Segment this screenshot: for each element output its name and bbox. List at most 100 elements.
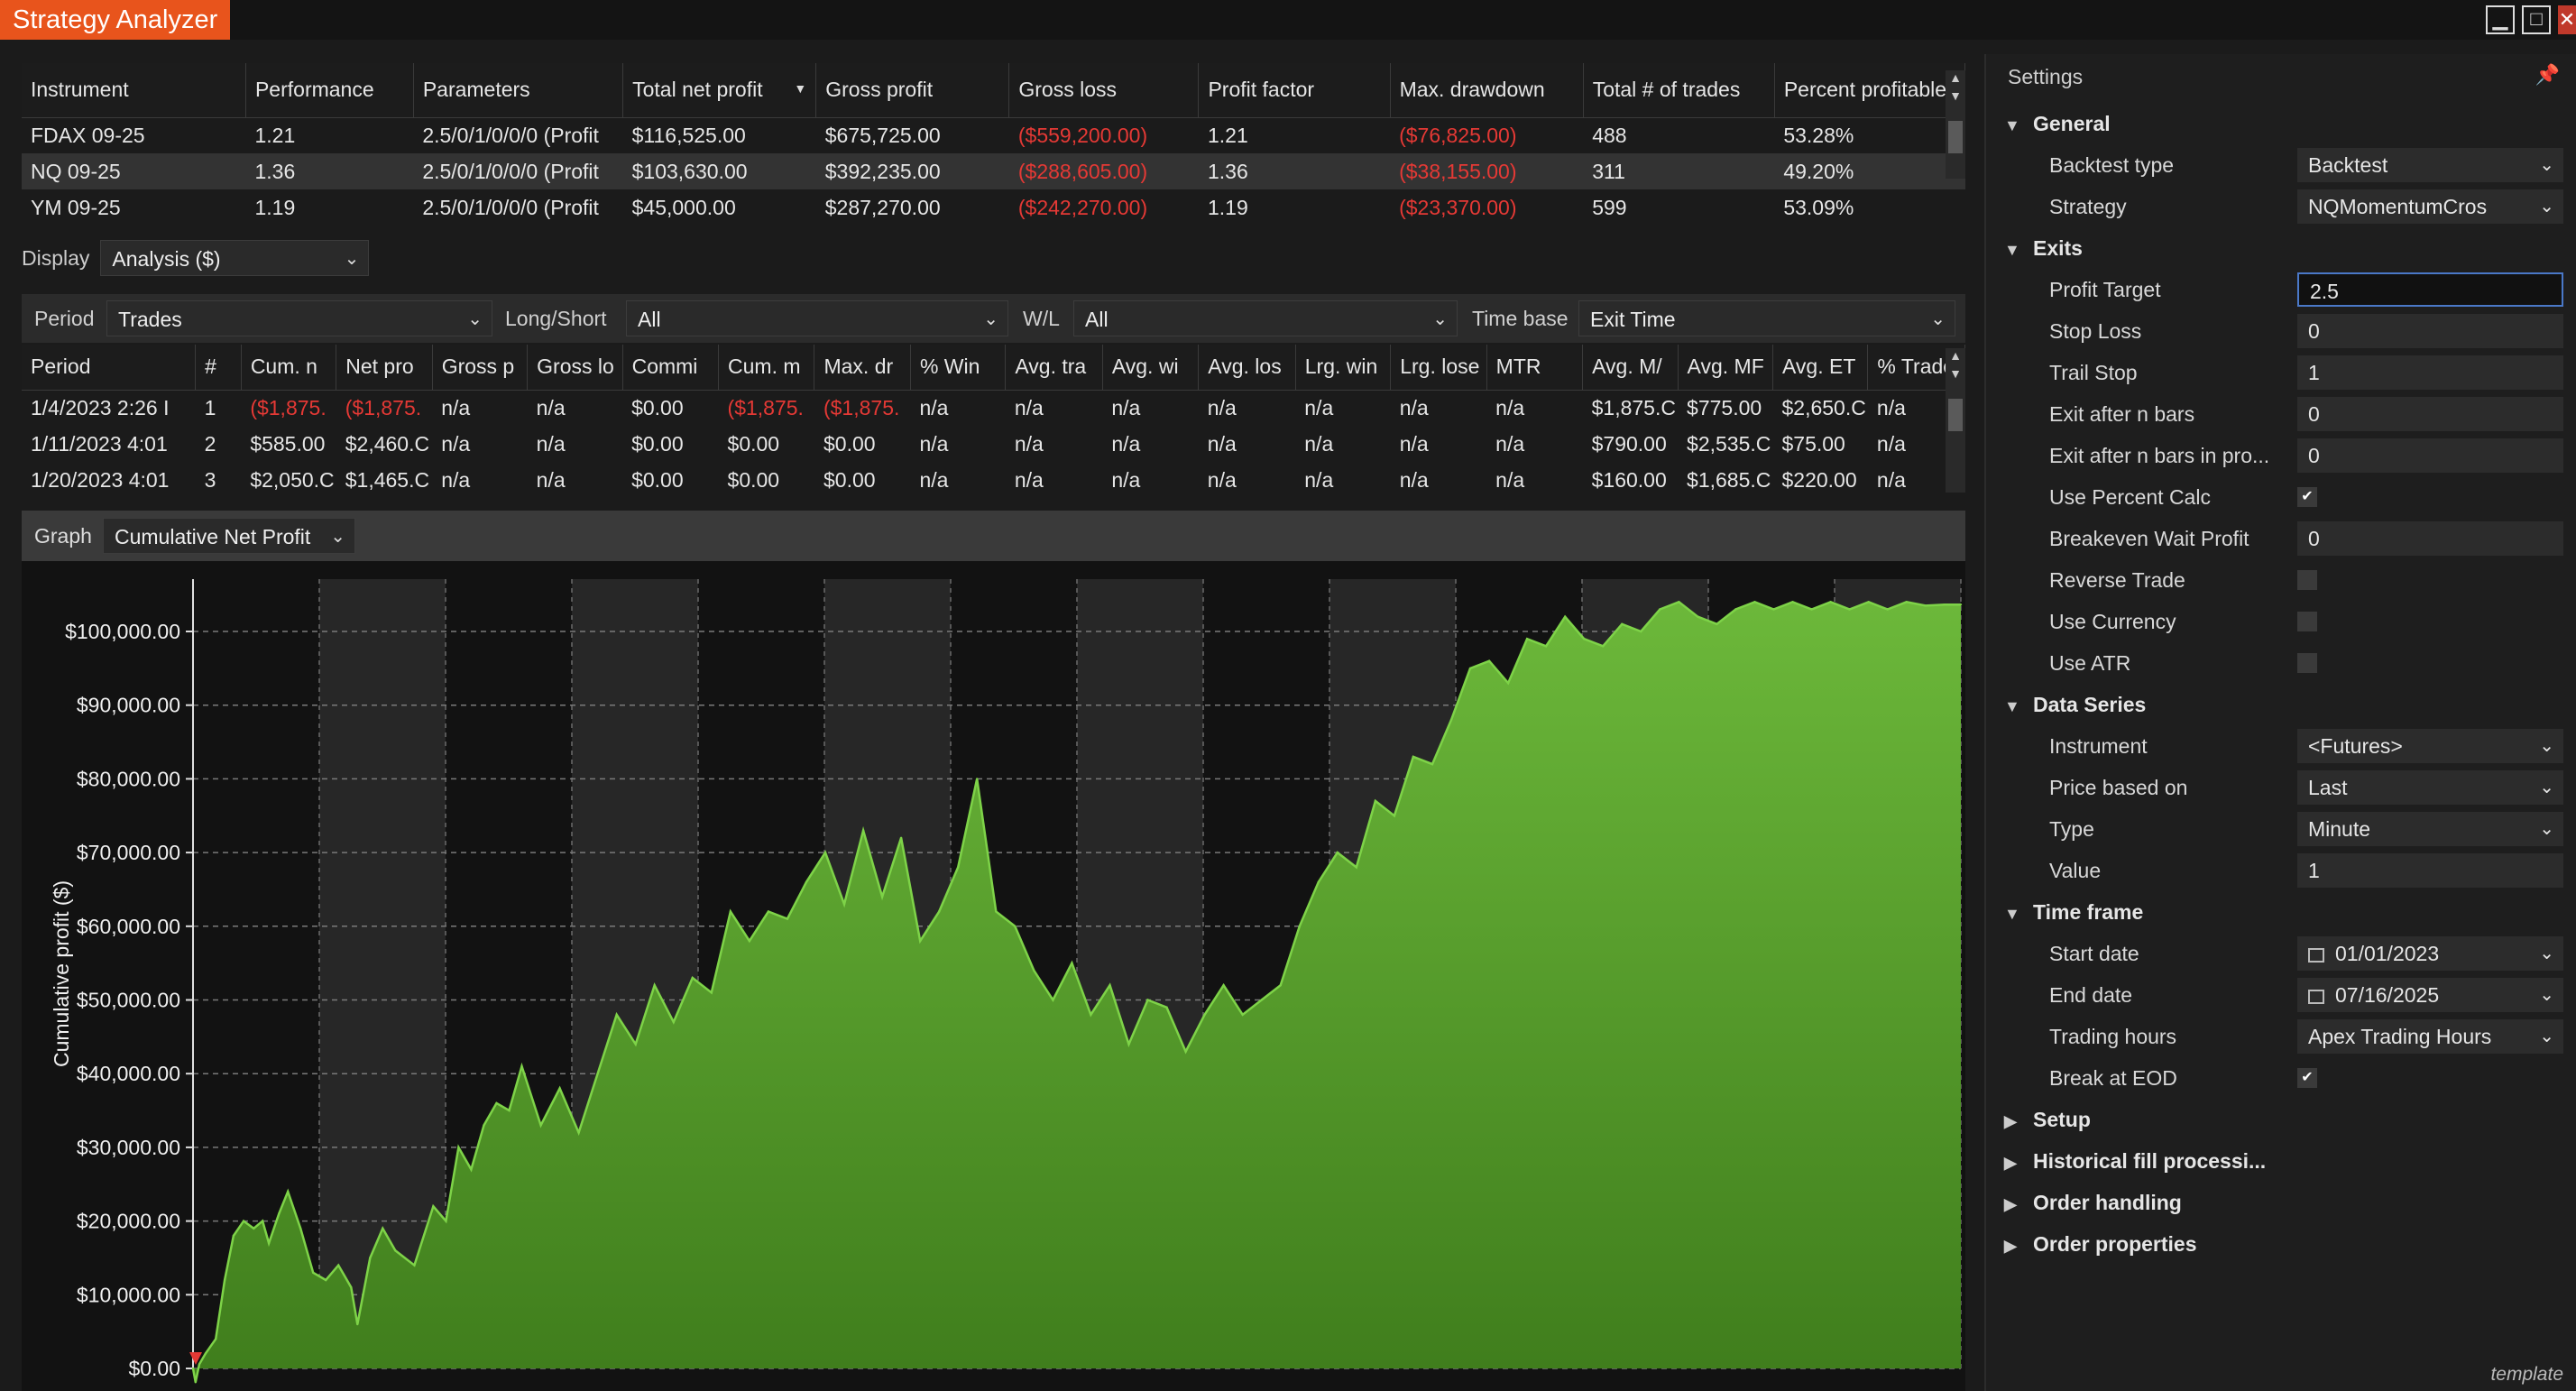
column-header-gross-profit[interactable]: Gross profit	[815, 63, 1010, 118]
close-icon[interactable]: ✕	[2558, 5, 2576, 34]
collapsed-triangle-icon[interactable]: ▶	[2004, 1237, 2017, 1255]
setting-dropdown[interactable]: Minute ⌄	[2297, 812, 2563, 846]
scroll-thumb[interactable]	[1948, 399, 1963, 431]
category-header[interactable]: ▼ General	[2004, 103, 2111, 146]
column-header-avg-mf[interactable]: Avg. MF	[1678, 345, 1773, 391]
maximize-icon[interactable]: □	[2522, 5, 2551, 34]
column-header-gross-p[interactable]: Gross p	[432, 345, 529, 391]
setting-input[interactable]: 0	[2297, 314, 2563, 348]
scroll-down-icon[interactable]: ▼	[1949, 88, 1962, 103]
column-header-gross-loss[interactable]: Gross loss	[1008, 63, 1200, 118]
minimize-icon[interactable]: ▁	[2486, 5, 2515, 34]
setting-input[interactable]: 0	[2297, 438, 2563, 473]
setting-checkbox[interactable]	[2297, 570, 2317, 590]
scroll-up-icon[interactable]: ▲	[1949, 70, 1962, 85]
column-header-win[interactable]: % Win	[910, 345, 1007, 391]
scroll-up-icon[interactable]: ▲	[1949, 348, 1962, 363]
setting-dropdown[interactable]: 01/01/2023 ⌄	[2297, 936, 2563, 971]
column-header-avg-m[interactable]: Avg. M/	[1582, 345, 1679, 391]
settings-category-time-frame[interactable]: ▼ Time frame	[1986, 891, 2576, 933]
display-select[interactable]: Analysis ($) ⌄	[100, 240, 370, 276]
table-row[interactable]: 1/20/2023 4:01 3 $2,050.C $1,465.C n/a n/a $0.…	[22, 462, 1965, 498]
setting-dropdown[interactable]: Last ⌄	[2297, 770, 2563, 805]
setting-dropdown[interactable]: <Futures> ⌄	[2297, 729, 2563, 763]
setting-input[interactable]: 0	[2297, 521, 2563, 556]
category-header[interactable]: ▼ Time frame	[2004, 891, 2143, 935]
scroll-down-icon[interactable]: ▼	[1949, 366, 1962, 381]
column-header-avg-wi[interactable]: Avg. wi	[1102, 345, 1200, 391]
trades-scrollbar[interactable]: ▲ ▼	[1946, 348, 1965, 493]
setting-checkbox[interactable]	[2297, 653, 2317, 673]
calendar-icon[interactable]	[2308, 948, 2324, 963]
category-header[interactable]: ▶ Order properties	[2004, 1223, 2197, 1267]
settings-category-setup[interactable]: ▶ Setup	[1986, 1099, 2576, 1140]
expanded-triangle-icon[interactable]: ▼	[2004, 905, 2020, 923]
column-header-max-dr[interactable]: Max. dr	[814, 345, 911, 391]
column-header-index[interactable]: #	[195, 345, 242, 391]
table-row[interactable]: YM 09-25 1.19 2.5/0/1/0/0/0 (Profit $45,000…	[22, 189, 1965, 226]
instrument-scrollbar[interactable]: ▲ ▼	[1946, 70, 1965, 179]
settings-category-order-properties[interactable]: ▶ Order properties	[1986, 1223, 2576, 1265]
display-label: Display	[22, 245, 90, 270]
column-header-percent-profitable[interactable]: Percent profitable	[1774, 63, 1966, 118]
column-header-cum-n[interactable]: Cum. n	[241, 345, 337, 391]
column-header-performance[interactable]: Performance	[245, 63, 414, 118]
setting-checkbox[interactable]: ✔	[2297, 487, 2317, 507]
category-header[interactable]: ▼ Data Series	[2004, 684, 2146, 727]
wl-select[interactable]: All ⌄	[1073, 300, 1458, 336]
column-header-total-net-profit[interactable]: Total net profit ▼	[622, 63, 817, 118]
column-header-parameters[interactable]: Parameters	[413, 63, 624, 118]
column-header-net-pro[interactable]: Net pro	[336, 345, 433, 391]
settings-category-general[interactable]: ▼ General	[1986, 103, 2576, 144]
column-header-max-drawdown[interactable]: Max. drawdown	[1390, 63, 1584, 118]
settings-category-order-handling[interactable]: ▶ Order handling	[1986, 1182, 2576, 1223]
column-header-avg-los[interactable]: Avg. los	[1198, 345, 1296, 391]
category-header[interactable]: ▶ Historical fill processi...	[2004, 1140, 2266, 1184]
setting-dropdown[interactable]: 07/16/2025 ⌄	[2297, 978, 2563, 1012]
longshort-select[interactable]: All ⌄	[626, 300, 1008, 336]
column-header-lrg-lose[interactable]: Lrg. lose	[1390, 345, 1487, 391]
category-header[interactable]: ▼ Exits	[2004, 227, 2083, 271]
category-header[interactable]: ▶ Setup	[2004, 1099, 2091, 1142]
table-row[interactable]: 1/11/2023 4:01 2 $585.00 $2,460.C n/a n/a $0.0…	[22, 426, 1965, 462]
column-header-avg-tra[interactable]: Avg. tra	[1005, 345, 1103, 391]
collapsed-triangle-icon[interactable]: ▶	[2004, 1195, 2017, 1213]
scroll-thumb[interactable]	[1948, 121, 1963, 153]
column-header-lrg-win[interactable]: Lrg. win	[1295, 345, 1392, 391]
column-header-instrument[interactable]: Instrument	[22, 63, 246, 118]
setting-input[interactable]: 0	[2297, 397, 2563, 431]
graph-select[interactable]: Cumulative Net Profit ⌄	[103, 518, 355, 554]
expanded-triangle-icon[interactable]: ▼	[2004, 697, 2020, 715]
column-header-total-of-trades[interactable]: Total # of trades	[1583, 63, 1775, 118]
calendar-icon[interactable]	[2308, 990, 2324, 1004]
collapsed-triangle-icon[interactable]: ▶	[2004, 1112, 2017, 1130]
column-header-cum-m[interactable]: Cum. m	[718, 345, 815, 391]
pin-icon[interactable]: 📌	[2535, 63, 2560, 86]
column-header-period[interactable]: Period	[22, 345, 197, 391]
settings-category-data-series[interactable]: ▼ Data Series	[1986, 684, 2576, 725]
setting-input[interactable]: 1	[2297, 355, 2563, 390]
expanded-triangle-icon[interactable]: ▼	[2004, 116, 2020, 134]
timebase-select[interactable]: Exit Time ⌄	[1578, 300, 1955, 336]
table-row[interactable]: FDAX 09-25 1.21 2.5/0/1/0/0/0 (Profit $116,…	[22, 117, 1965, 153]
setting-checkbox[interactable]	[2297, 612, 2317, 631]
column-header-avg-et[interactable]: Avg. ET	[1772, 345, 1869, 391]
table-row[interactable]: NQ 09-25 1.36 2.5/0/1/0/0/0 (Profit $103,63…	[22, 153, 1965, 189]
expanded-triangle-icon[interactable]: ▼	[2004, 241, 2020, 259]
setting-dropdown[interactable]: Backtest ⌄	[2297, 148, 2563, 182]
setting-dropdown[interactable]: NQMomentumCros ⌄	[2297, 189, 2563, 224]
column-header-profit-factor[interactable]: Profit factor	[1198, 63, 1391, 118]
category-header[interactable]: ▶ Order handling	[2004, 1182, 2182, 1225]
setting-input[interactable]: 2.5	[2297, 272, 2563, 307]
settings-category-historical-fill-processi[interactable]: ▶ Historical fill processi...	[1986, 1140, 2576, 1182]
collapsed-triangle-icon[interactable]: ▶	[2004, 1154, 2017, 1172]
setting-input[interactable]: 1	[2297, 853, 2563, 888]
column-header-commi[interactable]: Commi	[622, 345, 720, 391]
setting-dropdown[interactable]: Apex Trading Hours ⌄	[2297, 1019, 2563, 1054]
column-header-mtr[interactable]: MTR	[1486, 345, 1584, 391]
table-row[interactable]: 1/4/2023 2:26 I 1 ($1,875. ($1,875. n/a n/a $0…	[22, 390, 1965, 426]
period-select[interactable]: Trades ⌄	[106, 300, 492, 336]
column-header-gross-lo[interactable]: Gross lo	[527, 345, 623, 391]
setting-checkbox[interactable]: ✔	[2297, 1068, 2317, 1088]
settings-category-exits[interactable]: ▼ Exits	[1986, 227, 2576, 269]
